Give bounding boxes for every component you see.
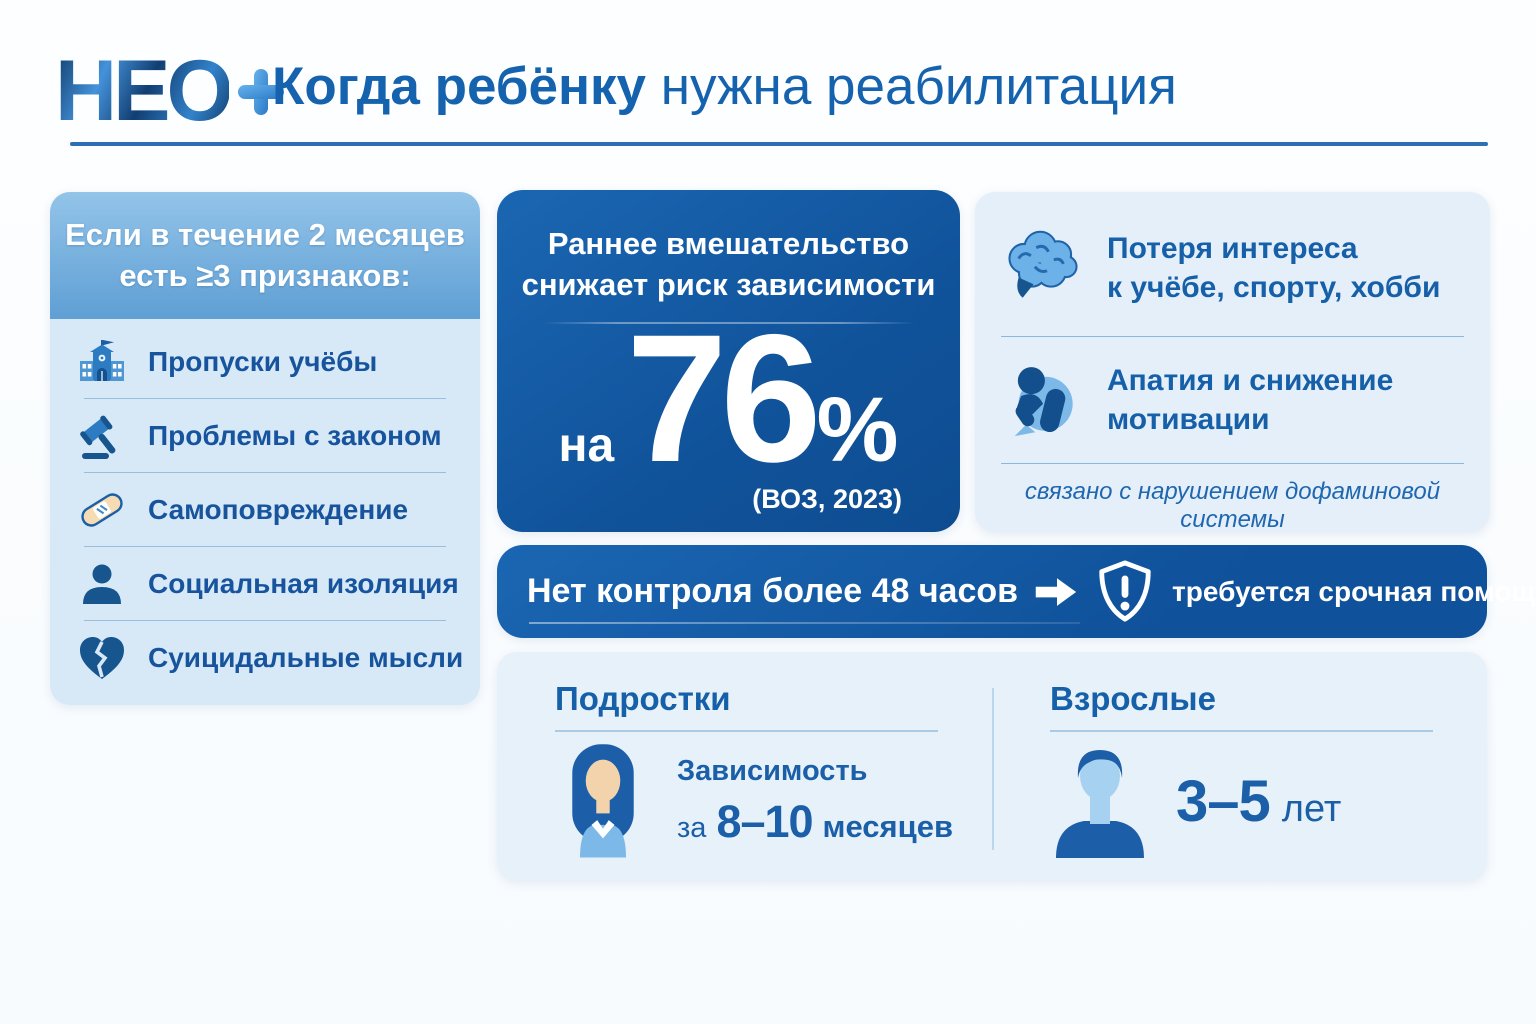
person-icon — [76, 560, 128, 608]
symptom-label: Потеря интереса к учёбе, спорту, хобби — [1107, 232, 1441, 304]
teens-title: Подростки — [555, 680, 731, 717]
teens-column: Подростки Зависимость за 8– — [497, 652, 992, 880]
list-item: Суицидальные мысли — [76, 621, 464, 694]
arrow-right-icon — [1034, 575, 1080, 609]
list-item: Самоповреждение — [76, 473, 460, 546]
signs-panel: Если в течение 2 месяцев есть ≥3 признак… — [50, 192, 480, 705]
page-title: Когда ребёнку нужна реабилитация — [272, 57, 1177, 116]
teens-text: Зависимость за 8–10 месяцев — [677, 754, 953, 848]
divider — [542, 321, 915, 324]
apathy-icon — [1001, 360, 1085, 440]
alert-banner: Нет контроля более 48 часов требуется ср… — [497, 545, 1536, 638]
sign-label: Социальная изоляция — [148, 567, 459, 599]
divider — [1001, 463, 1464, 464]
plus-icon — [235, 66, 287, 123]
list-item: Проблемы с законом — [76, 399, 460, 472]
teens-body: Зависимость за 8–10 месяцев — [555, 740, 962, 863]
adults-unit: лет — [1281, 788, 1342, 830]
stat-value: 76 — [626, 295, 821, 500]
symptom-label: Апатия и снижение мотивации — [1107, 364, 1394, 436]
sign-label: Проблемы с законом — [148, 419, 442, 451]
stat-value-group: на 76 % — [497, 295, 960, 500]
adults-text: 3–5 лет — [1176, 768, 1341, 835]
brain-icon — [1001, 225, 1085, 311]
header-divider — [70, 142, 1488, 146]
signs-list: Пропуски учёбы Проблемы с закон — [50, 319, 480, 694]
teen-girl-avatar — [555, 740, 651, 863]
symptoms-panel: Потеря интереса к учёбе, спорту, хобби — [975, 192, 1490, 533]
signs-panel-heading: Если в течение 2 месяцев есть ≥3 признак… — [50, 192, 480, 319]
alert-action: требуется срочная помощь — [1172, 575, 1536, 607]
school-icon — [76, 337, 128, 387]
symptoms-footnote: связано с нарушением дофаминовой системы — [1024, 478, 1441, 533]
list-item: Социальная изоляция — [76, 547, 460, 620]
alert-condition-group: Нет контроля более 48 часов — [527, 572, 1081, 624]
divider — [84, 472, 446, 473]
teens-prefix: за — [677, 812, 707, 845]
neo-plus-logo: НЕО — [55, 48, 287, 134]
gavel-icon — [76, 411, 128, 461]
stat-percent-sign: % — [816, 378, 899, 481]
shield-exclamation-icon — [1094, 559, 1156, 625]
stat-source: (ВОЗ, 2023) — [752, 483, 902, 514]
divider — [84, 620, 446, 621]
adults-duration: 3–5 — [1176, 769, 1271, 834]
broken-heart-icon — [76, 635, 128, 681]
adults-column: Взрослые 3–5 лет — [992, 652, 1487, 880]
divider — [84, 546, 446, 547]
stat-prefix: на — [558, 418, 615, 472]
alert-condition: Нет контроля более 48 часов — [527, 572, 1019, 610]
stat-panel: Раннее вмешательство снижает риск зависи… — [497, 190, 960, 532]
groups-panel: Подростки Зависимость за 8– — [497, 652, 1487, 880]
bandage-icon — [76, 486, 128, 534]
divider — [555, 730, 938, 732]
divider — [1001, 336, 1464, 337]
divider — [992, 688, 994, 850]
adults-title: Взрослые — [1050, 680, 1216, 717]
list-item: Апатия и снижение мотивации — [975, 341, 1490, 459]
list-item: Потеря интереса к учёбе, спорту, хобби — [975, 204, 1490, 332]
list-item: Пропуски учёбы — [76, 325, 460, 398]
adult-man-avatar — [1050, 740, 1150, 863]
logo-text: НЕО — [55, 43, 233, 139]
sign-label: Пропуски учёбы — [148, 345, 378, 377]
divider — [1050, 730, 1433, 732]
sign-label: Суицидальные мысли — [148, 641, 464, 673]
sign-label: Самоповреждение — [148, 493, 409, 525]
adults-body: 3–5 лет — [1050, 740, 1457, 863]
teens-duration: 8–10 — [716, 796, 813, 848]
divider — [84, 398, 446, 399]
teens-unit: месяцев — [822, 809, 953, 845]
stat-heading: Раннее вмешательство снижает риск зависи… — [521, 226, 936, 302]
